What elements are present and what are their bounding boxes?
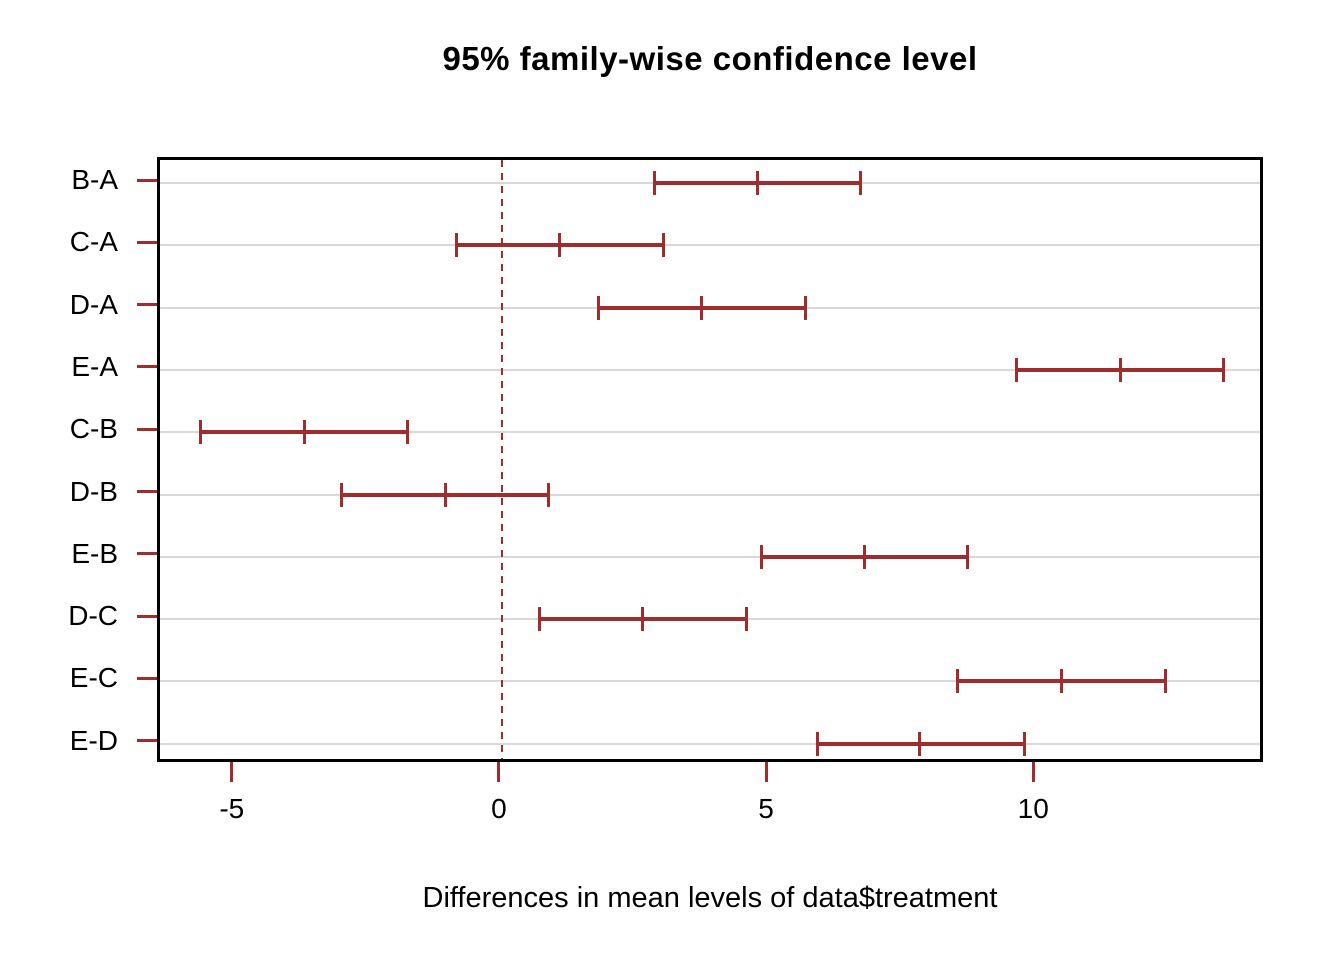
- y-axis-tick: [137, 490, 157, 493]
- interval-cap-lower: [815, 731, 819, 756]
- interval-cap-upper: [858, 171, 862, 195]
- interval-cap-lower: [1014, 357, 1018, 382]
- interval-cap-lower: [759, 544, 763, 569]
- x-axis-tick-label: 0: [491, 793, 507, 824]
- row-grid-line: [160, 493, 1260, 496]
- point-estimate-tick: [443, 482, 447, 507]
- row-grid-line: [160, 244, 1260, 247]
- y-axis-label: C-A: [69, 226, 118, 258]
- y-axis-tick: [137, 552, 157, 556]
- interval-cap-upper: [1222, 357, 1226, 382]
- x-axis-tick: [764, 762, 768, 782]
- point-estimate-tick: [1059, 669, 1063, 694]
- interval-cap-upper: [546, 482, 550, 507]
- row-grid-line: [160, 555, 1260, 558]
- x-axis-title: Differences in mean levels of data$treat…: [422, 882, 998, 914]
- x-axis-tick: [230, 762, 234, 782]
- interval-cap-upper: [965, 544, 969, 569]
- y-axis-tick: [137, 240, 157, 244]
- row-grid-line: [160, 368, 1260, 371]
- y-axis-label: E-D: [69, 724, 118, 756]
- point-estimate-tick: [755, 171, 759, 195]
- interval-cap-lower: [652, 171, 656, 195]
- y-axis-tick: [137, 365, 157, 369]
- interval-cap-lower: [596, 295, 600, 320]
- chart-title: 95% family-wise confidence level: [442, 40, 978, 77]
- x-axis-tick-label: -5: [219, 793, 245, 824]
- y-axis-label: B-A: [71, 164, 118, 195]
- point-estimate-tick: [699, 295, 703, 320]
- interval-cap-upper: [406, 420, 410, 445]
- point-estimate-tick: [862, 544, 866, 569]
- interval-cap-upper: [661, 233, 665, 258]
- interval-cap-lower: [956, 669, 960, 694]
- row-grid-line: [160, 742, 1260, 745]
- y-axis-label: E-C: [69, 662, 118, 694]
- point-estimate-tick: [640, 607, 644, 632]
- interval-cap-upper: [1163, 669, 1167, 694]
- y-axis-label: D-C: [68, 600, 118, 632]
- point-estimate-tick: [558, 233, 562, 258]
- point-estimate-tick: [302, 420, 306, 445]
- row-grid-line: [160, 431, 1260, 434]
- y-axis-tick: [137, 676, 157, 680]
- y-axis-label: E-A: [71, 350, 118, 382]
- y-axis-label: D-B: [69, 475, 118, 507]
- row-grid-line: [160, 680, 1260, 683]
- interval-cap-lower: [537, 607, 541, 632]
- interval-cap-lower: [455, 233, 459, 258]
- y-axis-tick: [137, 178, 157, 182]
- y-axis-label: C-B: [69, 413, 118, 445]
- y-axis-tick: [137, 427, 157, 431]
- interval-cap-lower: [340, 482, 344, 507]
- x-axis-tick-label: 10: [1017, 793, 1049, 824]
- y-axis-tick: [137, 303, 157, 307]
- point-estimate-tick: [918, 731, 922, 756]
- x-axis-tick-label: 5: [758, 793, 774, 824]
- interval-cap-upper: [1022, 731, 1026, 756]
- interval-cap-upper: [803, 295, 807, 320]
- y-axis-tick: [137, 739, 157, 743]
- y-axis-label: E-B: [71, 537, 118, 569]
- x-axis-tick: [497, 762, 501, 782]
- plot-area: [157, 157, 1263, 762]
- y-axis-tick: [137, 614, 157, 618]
- interval-cap-lower: [199, 420, 203, 445]
- y-axis-label: D-A: [69, 288, 118, 320]
- zero-reference-line: [500, 160, 503, 759]
- x-axis-tick: [1031, 762, 1035, 782]
- point-estimate-tick: [1119, 357, 1123, 382]
- interval-cap-upper: [744, 607, 748, 632]
